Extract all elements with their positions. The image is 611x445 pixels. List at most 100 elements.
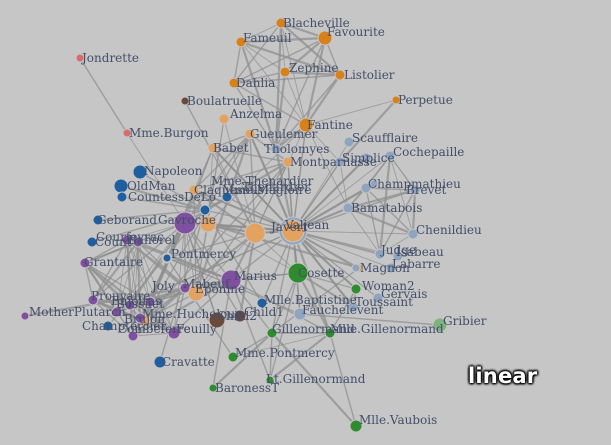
- node-judge[interactable]: [374, 248, 386, 260]
- node-cosette[interactable]: [287, 262, 309, 284]
- link-valjean-gillenormand: [271, 230, 294, 334]
- node-child2[interactable]: [208, 311, 226, 329]
- node-mmeder[interactable]: [351, 263, 361, 273]
- node-montparnasse[interactable]: [282, 156, 294, 168]
- node-listolier[interactable]: [334, 69, 346, 81]
- link-courfeyrac-feuilly: [126, 239, 175, 334]
- node-perpetue[interactable]: [391, 95, 401, 105]
- link-fameuil-fantine: [240, 41, 307, 126]
- node-labarre[interactable]: [385, 262, 397, 274]
- node-blacheville[interactable]: [275, 17, 287, 29]
- node-gavroche[interactable]: [173, 211, 197, 235]
- node-anzelma[interactable]: [218, 113, 230, 125]
- node-mme-pontmercy[interactable]: [227, 351, 239, 363]
- node-mlle-vaubois[interactable]: [349, 419, 363, 433]
- node-cravatte[interactable]: [153, 355, 167, 369]
- link-gillenormand-mlle-vaubois: [271, 332, 357, 427]
- node-gervais[interactable]: [372, 292, 384, 304]
- node-thenardier[interactable]: [244, 222, 266, 244]
- node-scaufflaire[interactable]: [343, 136, 355, 148]
- node-label-oldman: OldMan: [127, 179, 176, 193]
- node-bamatabois[interactable]: [342, 202, 354, 214]
- link-chenildieu-cochepaille: [389, 155, 414, 235]
- node-cochepaille[interactable]: [384, 150, 396, 162]
- node-chenildieu[interactable]: [407, 228, 419, 240]
- node-label-gavroche: Gavroche: [158, 213, 216, 227]
- node-countessdelo[interactable]: [116, 191, 128, 203]
- link-feuilly-prouvaire: [92, 298, 175, 335]
- node-isabeau[interactable]: [392, 250, 404, 262]
- node-bahorel[interactable]: [132, 236, 144, 248]
- node-child1[interactable]: [233, 309, 247, 323]
- node-joly[interactable]: [144, 296, 156, 308]
- node-simplice[interactable]: [334, 156, 346, 168]
- node-eponine[interactable]: [187, 284, 205, 302]
- node-mme-hucheloup[interactable]: [134, 312, 146, 324]
- link-prouvaire-joly: [92, 299, 151, 303]
- link-fantine-javert: [292, 124, 307, 232]
- link-courfeyrac-enjolras: [126, 239, 131, 306]
- node-claquesous[interactable]: [188, 184, 200, 196]
- node-oldman[interactable]: [113, 178, 129, 194]
- node-lt-gillenormand[interactable]: [265, 375, 275, 385]
- node-babet[interactable]: [207, 142, 219, 154]
- node-champmathieu[interactable]: [360, 182, 372, 194]
- node-champtercier[interactable]: [102, 320, 114, 332]
- node-combeferre[interactable]: [127, 330, 139, 342]
- node-fantine[interactable]: [298, 117, 314, 133]
- node-dahlia[interactable]: [228, 77, 240, 89]
- link-valjean-mlle-gillenormand: [291, 230, 332, 334]
- node-label-feuilly: Feuilly: [176, 322, 217, 336]
- node-tholomyes[interactable]: [270, 143, 282, 155]
- link-mlle-gillenormand-mme-pontmercy: [232, 332, 331, 358]
- node-fameuil[interactable]: [235, 36, 247, 48]
- node-feuilly[interactable]: [167, 326, 181, 340]
- node-geborand[interactable]: [92, 214, 104, 226]
- node-fauchelevent[interactable]: [293, 307, 307, 321]
- node-motherinnocent[interactable]: [162, 253, 172, 263]
- node-marius[interactable]: [220, 269, 242, 291]
- node-prouvaire[interactable]: [87, 294, 99, 306]
- node-baroness[interactable]: [208, 383, 218, 393]
- node-gillenormand[interactable]: [266, 327, 278, 339]
- node-jondrette[interactable]: [75, 53, 85, 63]
- node-mme-burgon[interactable]: [122, 128, 132, 138]
- link-tholomyes-blacheville: [274, 22, 283, 150]
- node-boulatruelle[interactable]: [180, 96, 190, 106]
- node-boulatruelle2[interactable]: [369, 179, 379, 189]
- node-brevet[interactable]: [409, 184, 421, 196]
- link-grantaire-bossuet: [84, 262, 118, 313]
- node-javert[interactable]: [281, 219, 305, 243]
- node-woman1[interactable]: [360, 152, 372, 164]
- node-mlle-gillenormand[interactable]: [324, 327, 336, 339]
- node-label-bossuet: Bossuet: [116, 297, 164, 311]
- node-bossuet[interactable]: [111, 306, 123, 318]
- node-mme-thenardier[interactable]: [199, 215, 217, 233]
- node-mabeuf[interactable]: [179, 282, 191, 294]
- node-mme-magloire[interactable]: [221, 191, 233, 203]
- link-bamatabois-chenildieu: [347, 206, 414, 236]
- node-zephine[interactable]: [279, 66, 291, 78]
- node-label-babet: Babet: [213, 141, 249, 155]
- node-count[interactable]: [86, 236, 98, 248]
- link-gavroche-eponine: [184, 222, 197, 294]
- link-cosette-lt-gillenormand: [269, 272, 299, 381]
- node-toussaint[interactable]: [347, 301, 359, 313]
- link-gueulemer-brujon: [143, 133, 251, 321]
- link-cochepaille-valjean: [292, 155, 391, 232]
- node-enjolras[interactable]: [124, 299, 136, 311]
- node-motherplutarch[interactable]: [20, 311, 30, 321]
- node-grantaire[interactable]: [79, 257, 91, 269]
- node-favourite[interactable]: [317, 30, 333, 46]
- node-gueulemer[interactable]: [244, 128, 256, 140]
- node-mlle-baptistine[interactable]: [256, 297, 268, 309]
- node-gribier[interactable]: [432, 317, 448, 333]
- layout-mode-label: linear: [468, 364, 538, 388]
- node-courfeyrac[interactable]: [121, 234, 133, 246]
- node-napoleon[interactable]: [132, 164, 148, 180]
- link-thenardier-gavroche: [184, 222, 256, 234]
- node-woman2[interactable]: [350, 283, 362, 295]
- node-myriel[interactable]: [199, 204, 211, 216]
- node-label-gribier: Gribier: [443, 314, 487, 328]
